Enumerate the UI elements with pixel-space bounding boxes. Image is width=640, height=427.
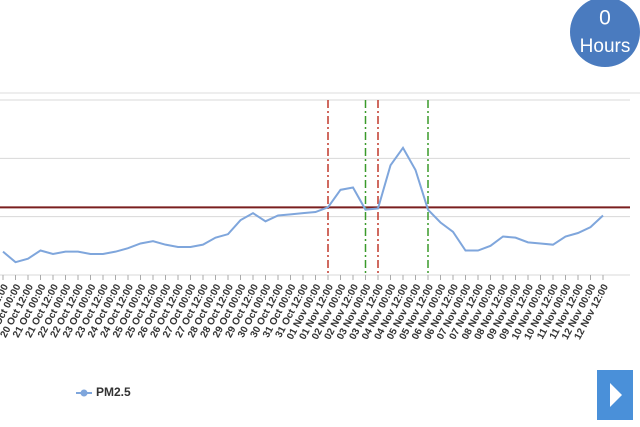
data-line bbox=[2, 145, 604, 264]
badge-label: Hours bbox=[580, 36, 631, 57]
legend-dot bbox=[80, 389, 88, 397]
next-arrow bbox=[610, 383, 622, 407]
badge-value: 0 bbox=[599, 7, 611, 30]
legend-label: PM2.5 bbox=[96, 385, 131, 399]
badge bbox=[570, 0, 640, 67]
